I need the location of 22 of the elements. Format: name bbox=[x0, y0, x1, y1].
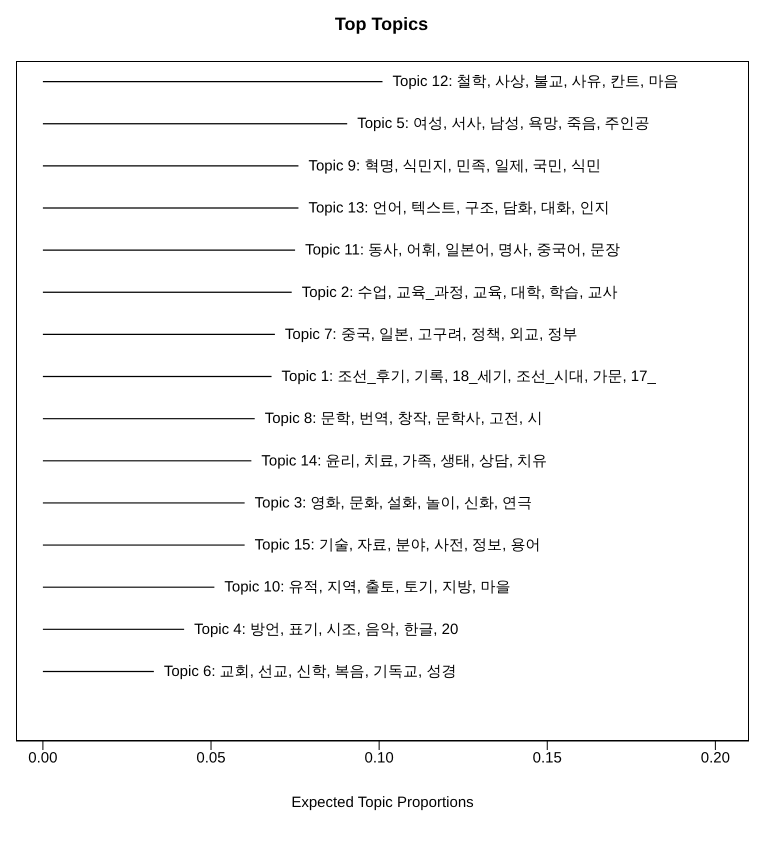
y-tick-label: Topic 3: 영화, 문화, 설화, 놀이, 신화, 연극 bbox=[254, 494, 532, 512]
y-tick-label: Topic 10: 유적, 지역, 출토, 토기, 지방, 마을 bbox=[224, 578, 510, 596]
y-tick-label: Topic 9: 혁명, 식민지, 민족, 일제, 국민, 식민 bbox=[308, 157, 601, 174]
x-tick-label: 0.00 bbox=[28, 750, 58, 767]
y-tick-label: Topic 15: 기술, 자료, 분야, 사전, 정보, 용어 bbox=[254, 536, 541, 554]
y-tick-label: Topic 5: 여성, 서사, 남성, 욕망, 죽음, 주인공 bbox=[357, 115, 650, 132]
y-tick-label: Topic 8: 문학, 번역, 창작, 문학사, 고전, 시 bbox=[264, 410, 542, 428]
x-tick-label: 0.15 bbox=[532, 750, 562, 767]
x-axis-title: Expected Topic Proportions bbox=[291, 794, 474, 811]
y-tick-label: Topic 14: 윤리, 치료, 가족, 생태, 상담, 치유 bbox=[261, 452, 548, 470]
x-tick-label: 0.05 bbox=[196, 750, 226, 767]
y-tick-label: Topic 11: 동사, 어휘, 일본어, 명사, 중국어, 문장 bbox=[305, 242, 620, 259]
x-tick-label: 0.10 bbox=[364, 750, 394, 767]
y-tick-label: Topic 4: 방언, 표기, 시조, 음악, 한글, 20 bbox=[194, 620, 458, 638]
x-tick-label: 0.20 bbox=[700, 750, 730, 767]
y-tick-label: Topic 1: 조선_후기, 기록, 18_세기, 조선_시대, 가문, 17_ bbox=[282, 368, 656, 386]
y-tick-label: Topic 13: 언어, 텍스트, 구조, 담화, 대화, 인지 bbox=[308, 200, 610, 216]
y-tick-label: Topic 12: 철학, 사상, 불교, 사유, 칸트, 마음 bbox=[392, 73, 678, 90]
chart-title: Top Topics bbox=[334, 14, 430, 35]
y-tick-label: Topic 7: 중국, 일본, 고구려, 정책, 외교, 정부 bbox=[284, 326, 578, 343]
y-tick-label: Topic 6: 교회, 선교, 신학, 복음, 기독교, 성경 bbox=[164, 662, 456, 680]
y-tick-label: Topic 2: 수업, 교육_과정, 교육, 대학, 학습, 교사 bbox=[302, 284, 618, 301]
